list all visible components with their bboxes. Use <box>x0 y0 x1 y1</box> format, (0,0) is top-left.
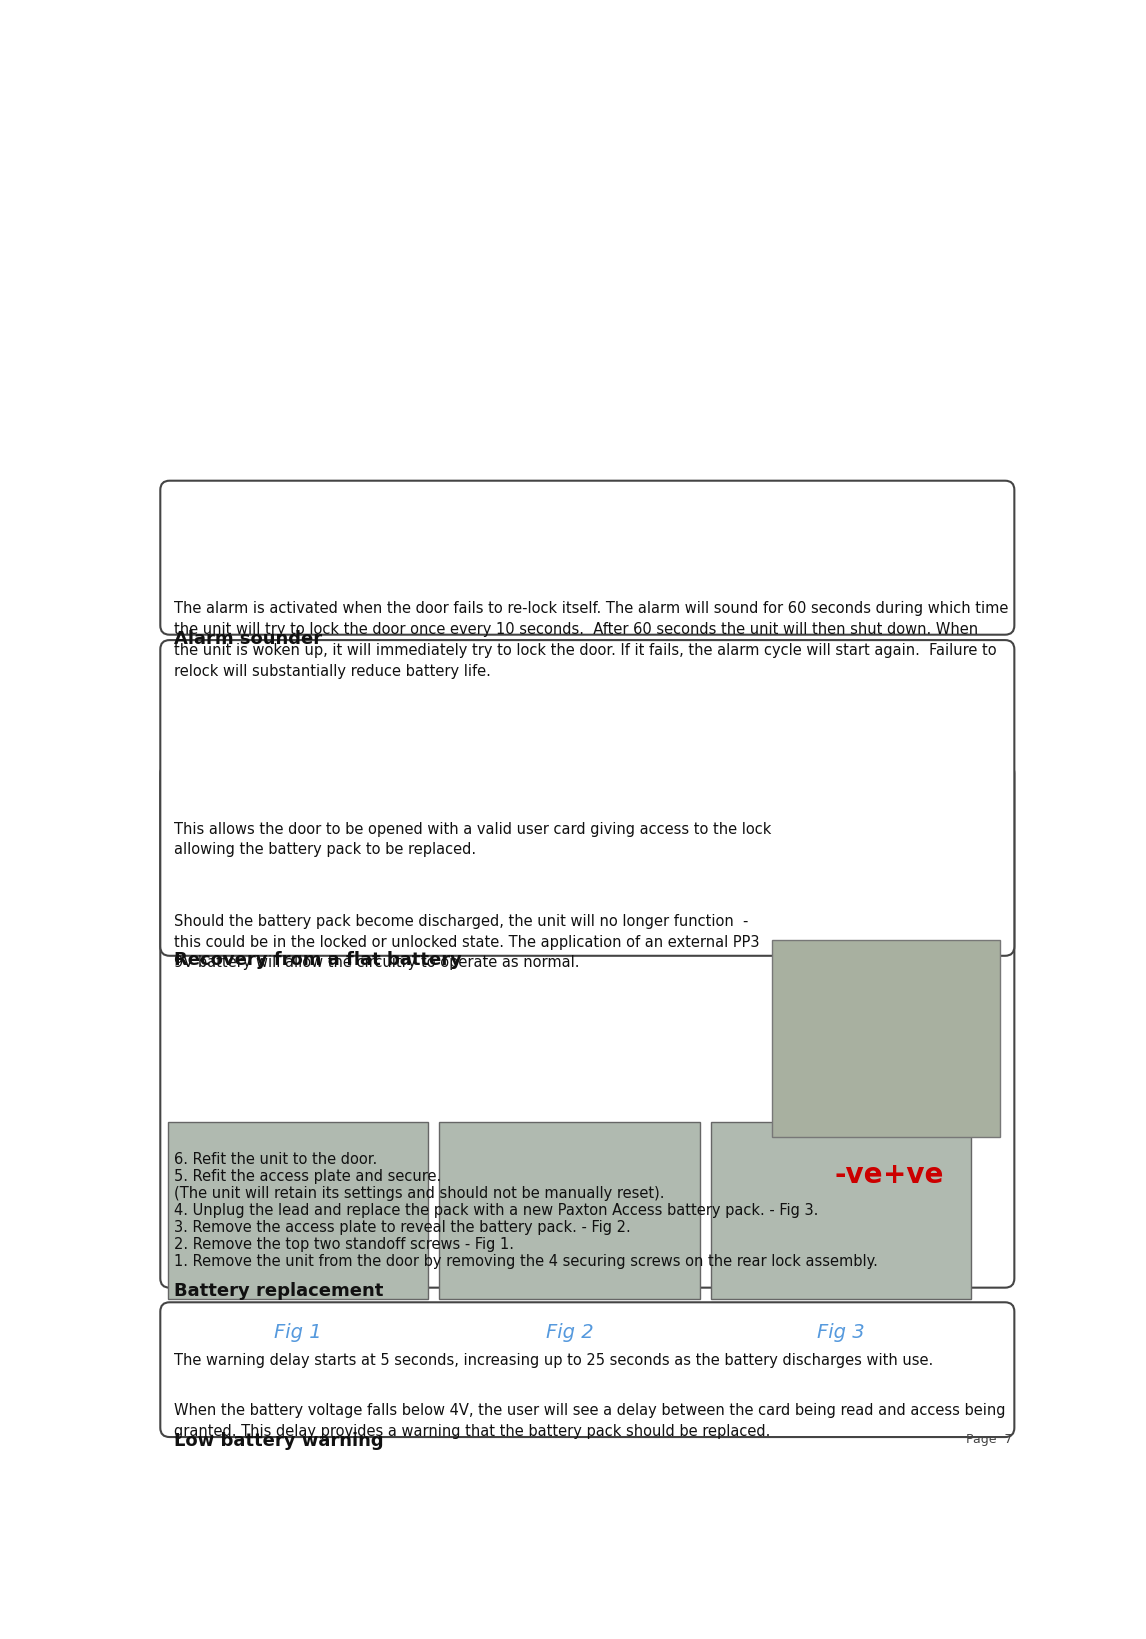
Text: Recovery from a flat battery: Recovery from a flat battery <box>174 951 462 969</box>
Text: 1. Remove the unit from the door by removing the 4 securing screws on the rear l: 1. Remove the unit from the door by remo… <box>174 1254 878 1269</box>
FancyBboxPatch shape <box>160 764 1014 1288</box>
Text: 4. Unplug the lead and replace the pack with a new Paxton Access battery pack. -: 4. Unplug the lead and replace the pack … <box>174 1203 818 1218</box>
FancyBboxPatch shape <box>160 1303 1014 1437</box>
Text: Fig 3: Fig 3 <box>817 1323 864 1341</box>
Text: 2. Remove the top two standoff screws - Fig 1.: 2. Remove the top two standoff screws - … <box>174 1236 515 1251</box>
FancyBboxPatch shape <box>771 941 1000 1137</box>
Text: -ve: -ve <box>834 1160 884 1188</box>
Text: The alarm is activated when the door fails to re-lock itself. The alarm will sou: The alarm is activated when the door fai… <box>174 600 1008 679</box>
Text: Fig 2: Fig 2 <box>545 1323 594 1341</box>
Text: 3. Remove the access plate to reveal the battery pack. - Fig 2.: 3. Remove the access plate to reveal the… <box>174 1219 631 1234</box>
Text: Page  7: Page 7 <box>966 1432 1012 1446</box>
Text: This allows the door to be opened with a valid user card giving access to the lo: This allows the door to be opened with a… <box>174 821 771 857</box>
Text: Low battery warning: Low battery warning <box>174 1431 384 1449</box>
Text: When the battery voltage falls below 4V, the user will see a delay between the c: When the battery voltage falls below 4V,… <box>174 1403 1006 1437</box>
Text: Fig 1: Fig 1 <box>274 1323 322 1341</box>
FancyBboxPatch shape <box>439 1123 700 1300</box>
FancyBboxPatch shape <box>711 1123 971 1300</box>
FancyBboxPatch shape <box>160 482 1014 636</box>
Text: Battery replacement: Battery replacement <box>174 1282 384 1300</box>
Text: 6. Refit the unit to the door.: 6. Refit the unit to the door. <box>174 1152 377 1167</box>
Text: 5. Refit the access plate and secure.: 5. Refit the access plate and secure. <box>174 1169 441 1183</box>
Text: +ve: +ve <box>884 1160 943 1188</box>
Text: Should the battery pack become discharged, the unit will no longer function  -
t: Should the battery pack become discharge… <box>174 915 760 970</box>
Text: (The unit will retain its settings and should not be manually reset).: (The unit will retain its settings and s… <box>174 1185 665 1200</box>
FancyBboxPatch shape <box>160 641 1014 956</box>
Text: Alarm sounder: Alarm sounder <box>174 629 322 647</box>
Text: The warning delay starts at 5 seconds, increasing up to 25 seconds as the batter: The warning delay starts at 5 seconds, i… <box>174 1352 934 1367</box>
FancyBboxPatch shape <box>168 1123 429 1300</box>
